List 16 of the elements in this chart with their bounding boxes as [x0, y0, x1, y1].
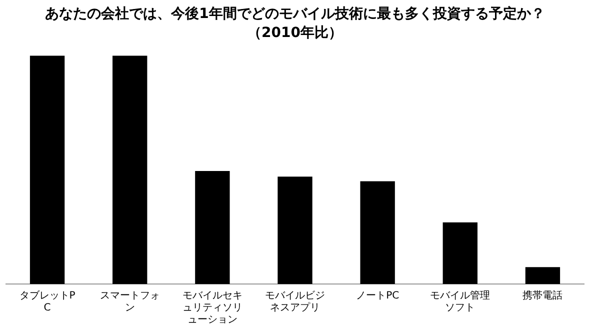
bar	[360, 181, 395, 284]
bar	[195, 170, 230, 284]
bar	[278, 176, 312, 284]
chart-title: あなたの会社では、今後1年間でどのモバイル技術に最も多く投資する予定か？	[45, 5, 545, 22]
x-tick-label: 携帯電話	[522, 290, 563, 302]
bar	[525, 267, 560, 284]
x-tick-label: モバイルビジネスアプリ	[265, 290, 325, 314]
bar	[442, 222, 478, 284]
chart-subtitle: （2010年比）	[248, 24, 342, 41]
x-tick-label: タブレットPC	[19, 290, 76, 314]
x-tick-label: ノートPC	[356, 290, 400, 302]
x-tick-label: モバイル管理ソフト	[430, 290, 490, 314]
bar	[112, 56, 148, 284]
x-tick-label: スマートフォン	[100, 290, 160, 314]
bar	[30, 56, 65, 284]
x-tick-label: モバイルセキュリティソリューション	[182, 290, 242, 326]
